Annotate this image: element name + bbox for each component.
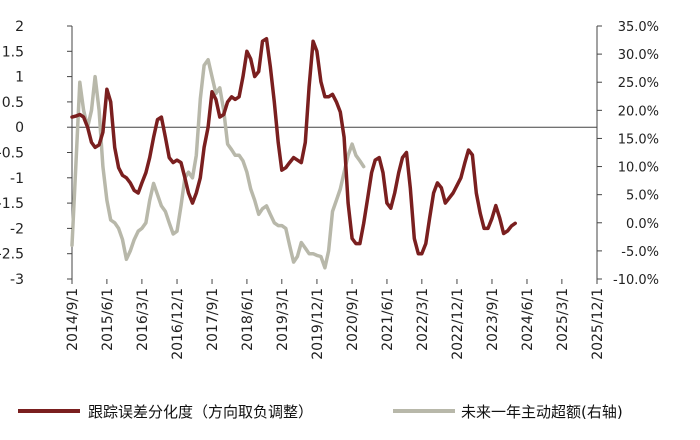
legend: 跟踪误差分化度（方向取负调整） 未来一年主动超额(右轴) <box>18 403 623 421</box>
right-tick-label: 15.0% <box>618 132 659 147</box>
x-axis-ticks: 2014/9/1 2015/6/1 2016/3/1 2016/12/1 2017/9/… <box>65 279 606 360</box>
legend-label-active-excess: 未来一年主动超额(右轴) <box>461 403 623 421</box>
x-tick-label: 2016/12/1 <box>170 288 186 360</box>
series-layer <box>70 36 517 270</box>
x-tick-label: 2020/9/1 <box>345 288 361 351</box>
right-tick-label: 30.0% <box>618 48 659 63</box>
left-tick-label: 0.5 <box>2 95 24 111</box>
x-tick-label: 2018/6/1 <box>240 288 256 351</box>
x-tick-label: 2014/9/1 <box>65 288 81 351</box>
right-tick-label: -5.0% <box>621 245 659 260</box>
left-tick-label: -1 <box>10 171 24 187</box>
left-axis-ticks: 2 1.5 1 0.5 0 -0.5 -1 -1.5 -2 -2.5 -3 <box>0 19 72 288</box>
x-tick-label: 2024/6/1 <box>520 288 536 351</box>
x-tick-label: 2015/6/1 <box>100 288 116 351</box>
left-tick-label: -2 <box>10 221 24 237</box>
x-tick-label: 2019/3/1 <box>275 288 291 351</box>
left-tick-label: -2.5 <box>0 247 24 263</box>
left-tick-label: -0.5 <box>0 146 24 162</box>
x-tick-label: 2023/9/1 <box>485 288 501 351</box>
x-tick-label: 2016/3/1 <box>135 288 151 351</box>
series-line-tracking-error <box>70 36 517 256</box>
x-tick-label: 2025/12/1 <box>590 288 606 360</box>
series-line-active-excess <box>70 57 366 270</box>
x-tick-label: 2025/3/1 <box>555 288 571 351</box>
legend-label-tracking-error: 跟踪误差分化度（方向取负调整） <box>88 403 313 421</box>
right-tick-label: 35.0% <box>618 20 659 35</box>
left-tick-label: 1 <box>15 70 24 86</box>
right-tick-label: 5.0% <box>626 189 659 204</box>
left-tick-label: 2 <box>15 19 24 35</box>
left-tick-label: 1.5 <box>2 44 24 60</box>
x-tick-label: 2021/6/1 <box>380 288 396 351</box>
x-tick-label: 2017/9/1 <box>205 288 221 351</box>
left-tick-label: -1.5 <box>0 196 24 212</box>
left-tick-label: 0 <box>15 120 24 136</box>
right-tick-label: 0.0% <box>626 217 659 232</box>
left-tick-label: -3 <box>10 272 24 288</box>
x-tick-label: 2019/12/1 <box>310 288 326 360</box>
right-tick-label: 25.0% <box>618 76 659 91</box>
right-tick-label: 10.0% <box>618 161 659 176</box>
right-tick-label: -10.0% <box>613 273 659 288</box>
x-tick-label: 2022/3/1 <box>415 288 431 351</box>
right-tick-label: 20.0% <box>618 104 659 119</box>
right-axis-ticks: 35.0% 30.0% 25.0% 20.0% 15.0% 10.0% 5.0% 0.0% -5… <box>597 20 659 288</box>
x-tick-label: 2022/12/1 <box>450 288 466 360</box>
